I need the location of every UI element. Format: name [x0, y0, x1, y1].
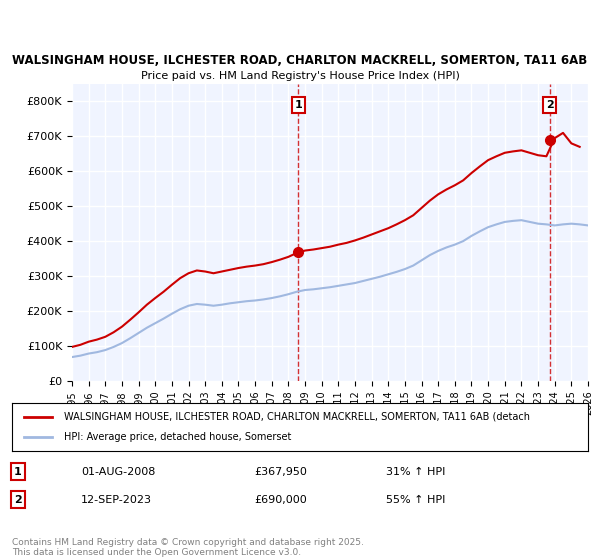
Text: WALSINGHAM HOUSE, ILCHESTER ROAD, CHARLTON MACKRELL, SOMERTON, TA11 6AB: WALSINGHAM HOUSE, ILCHESTER ROAD, CHARLT… — [13, 54, 587, 67]
Text: Contains HM Land Registry data © Crown copyright and database right 2025.
This d: Contains HM Land Registry data © Crown c… — [12, 538, 364, 557]
Text: 1: 1 — [14, 467, 22, 477]
Text: WALSINGHAM HOUSE, ILCHESTER ROAD, CHARLTON MACKRELL, SOMERTON, TA11 6AB (detach: WALSINGHAM HOUSE, ILCHESTER ROAD, CHARLT… — [64, 412, 530, 422]
Text: £690,000: £690,000 — [254, 495, 307, 505]
Text: 1: 1 — [295, 100, 302, 110]
Text: 12-SEP-2023: 12-SEP-2023 — [81, 495, 152, 505]
Text: 2: 2 — [14, 495, 22, 505]
Text: 55% ↑ HPI: 55% ↑ HPI — [386, 495, 446, 505]
Text: HPI: Average price, detached house, Somerset: HPI: Average price, detached house, Some… — [64, 432, 291, 442]
Text: Price paid vs. HM Land Registry's House Price Index (HPI): Price paid vs. HM Land Registry's House … — [140, 71, 460, 81]
Text: £367,950: £367,950 — [254, 467, 307, 477]
Text: 31% ↑ HPI: 31% ↑ HPI — [386, 467, 446, 477]
Text: 01-AUG-2008: 01-AUG-2008 — [81, 467, 155, 477]
Text: 2: 2 — [546, 100, 554, 110]
